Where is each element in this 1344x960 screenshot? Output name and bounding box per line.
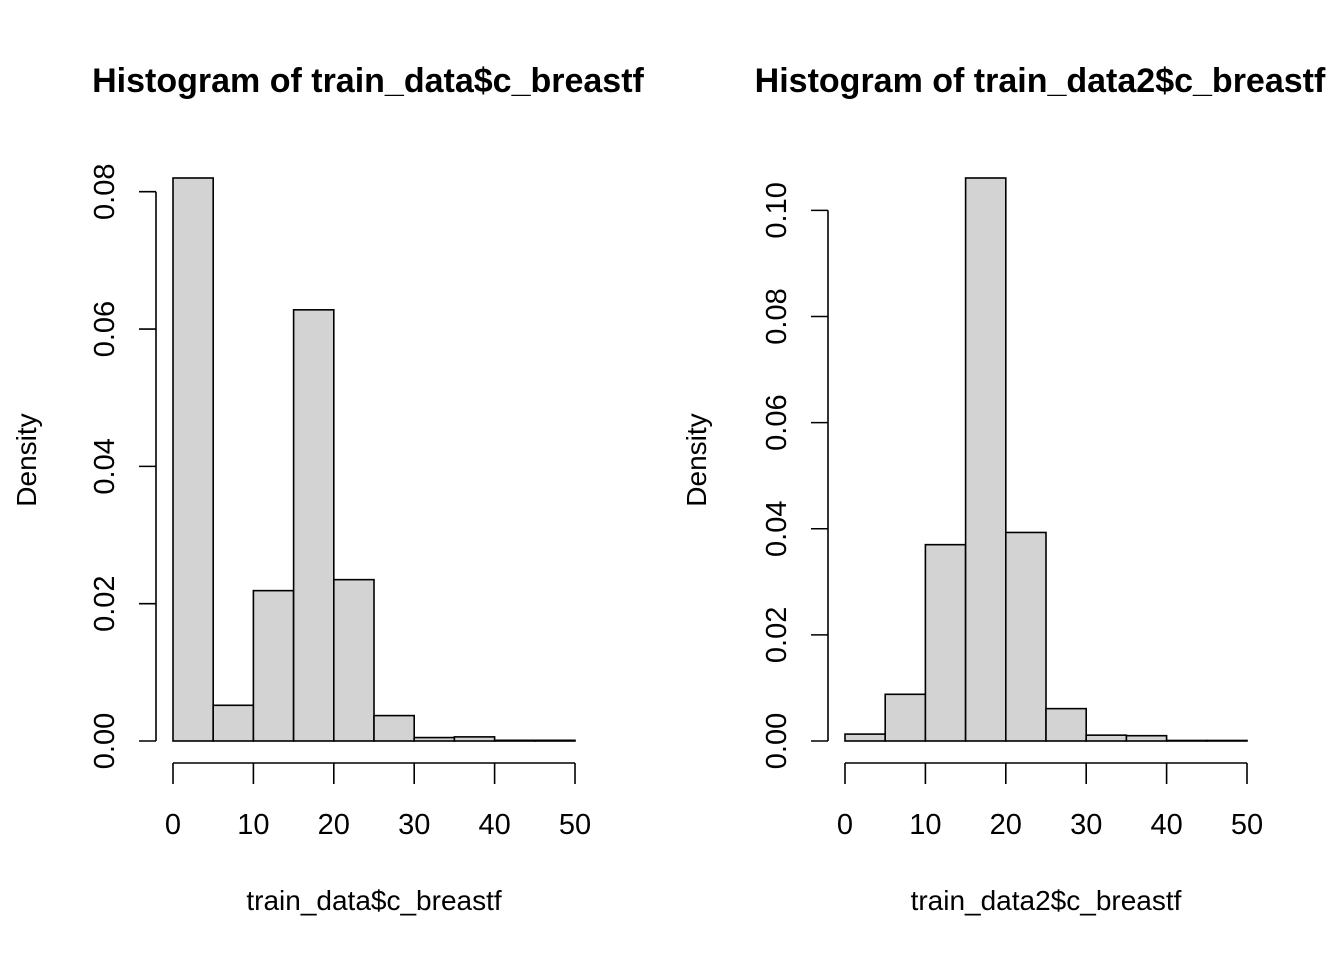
y-tick-label: 0.04 <box>89 438 121 494</box>
x-tick-label: 10 <box>909 809 941 841</box>
y-tick-label: 0.08 <box>89 164 121 220</box>
bar-group <box>172 177 576 742</box>
y-tick-label: 0.00 <box>761 713 793 769</box>
y-axis: 0.00 0.02 0.04 0.06 0.08 <box>89 164 157 769</box>
histogram-bar <box>172 177 215 742</box>
y-tick-label: 0.06 <box>89 301 121 357</box>
x-tick-label: 30 <box>398 809 430 841</box>
y-tick-label: 0.04 <box>761 501 793 557</box>
bar-group <box>844 177 1248 742</box>
y-axis: 0.00 0.02 0.04 0.06 0.08 0.10 <box>761 182 829 769</box>
y-tick-label: 0.06 <box>761 394 793 450</box>
y-axis-label: Density <box>11 413 42 506</box>
histogram-bar <box>924 543 967 742</box>
x-axis-label: train_data$c_breastf <box>246 885 502 916</box>
x-axis: 0 10 20 30 40 50 <box>165 762 591 841</box>
y-axis-label: Density <box>681 413 712 506</box>
histogram-bar <box>413 736 456 742</box>
y-tick-label: 0.02 <box>761 607 793 663</box>
chart-title: Histogram of train_data2$c_breastf <box>755 62 1326 100</box>
histogram-bar <box>1085 734 1128 742</box>
histogram-bar <box>292 309 335 742</box>
histogram-bar <box>884 693 927 742</box>
x-axis-label: train_data2$c_breastf <box>911 885 1182 916</box>
histogram-bar <box>332 578 375 742</box>
histogram-bar <box>1004 531 1047 742</box>
chart-title: Histogram of train_data$c_breastf <box>92 62 644 100</box>
histogram-bar <box>533 739 576 742</box>
histogram-bar <box>373 714 416 742</box>
histogram-panel-1: Histogram of train_data$c_breastf train_… <box>11 62 645 916</box>
histogram-bar <box>212 704 255 742</box>
y-tick-label: 0.00 <box>89 713 121 769</box>
histogram-bar <box>844 733 887 742</box>
histogram-bar <box>1125 734 1168 742</box>
histogram-bar <box>964 177 1007 742</box>
x-tick-label: 0 <box>837 809 853 841</box>
y-tick-label: 0.08 <box>761 288 793 344</box>
histogram-bar <box>1045 707 1088 742</box>
x-tick-label: 50 <box>559 809 591 841</box>
y-tick-label: 0.02 <box>89 575 121 631</box>
x-tick-label: 40 <box>478 809 510 841</box>
histogram-bar <box>252 589 295 742</box>
x-tick-label: 30 <box>1070 809 1102 841</box>
x-tick-label: 20 <box>990 809 1022 841</box>
x-tick-label: 20 <box>318 809 350 841</box>
y-tick-label: 0.10 <box>761 182 793 238</box>
x-axis: 0 10 20 30 40 50 <box>837 762 1263 841</box>
histogram-bar <box>493 739 536 742</box>
histogram-bar <box>453 736 496 742</box>
x-tick-label: 10 <box>237 809 269 841</box>
histogram-panel-2: Histogram of train_data2$c_breastf train… <box>681 62 1326 916</box>
x-tick-label: 50 <box>1231 809 1263 841</box>
x-tick-label: 0 <box>165 809 181 841</box>
histogram-bar <box>1206 739 1248 742</box>
histogram-bar <box>1165 739 1208 742</box>
x-tick-label: 40 <box>1150 809 1182 841</box>
